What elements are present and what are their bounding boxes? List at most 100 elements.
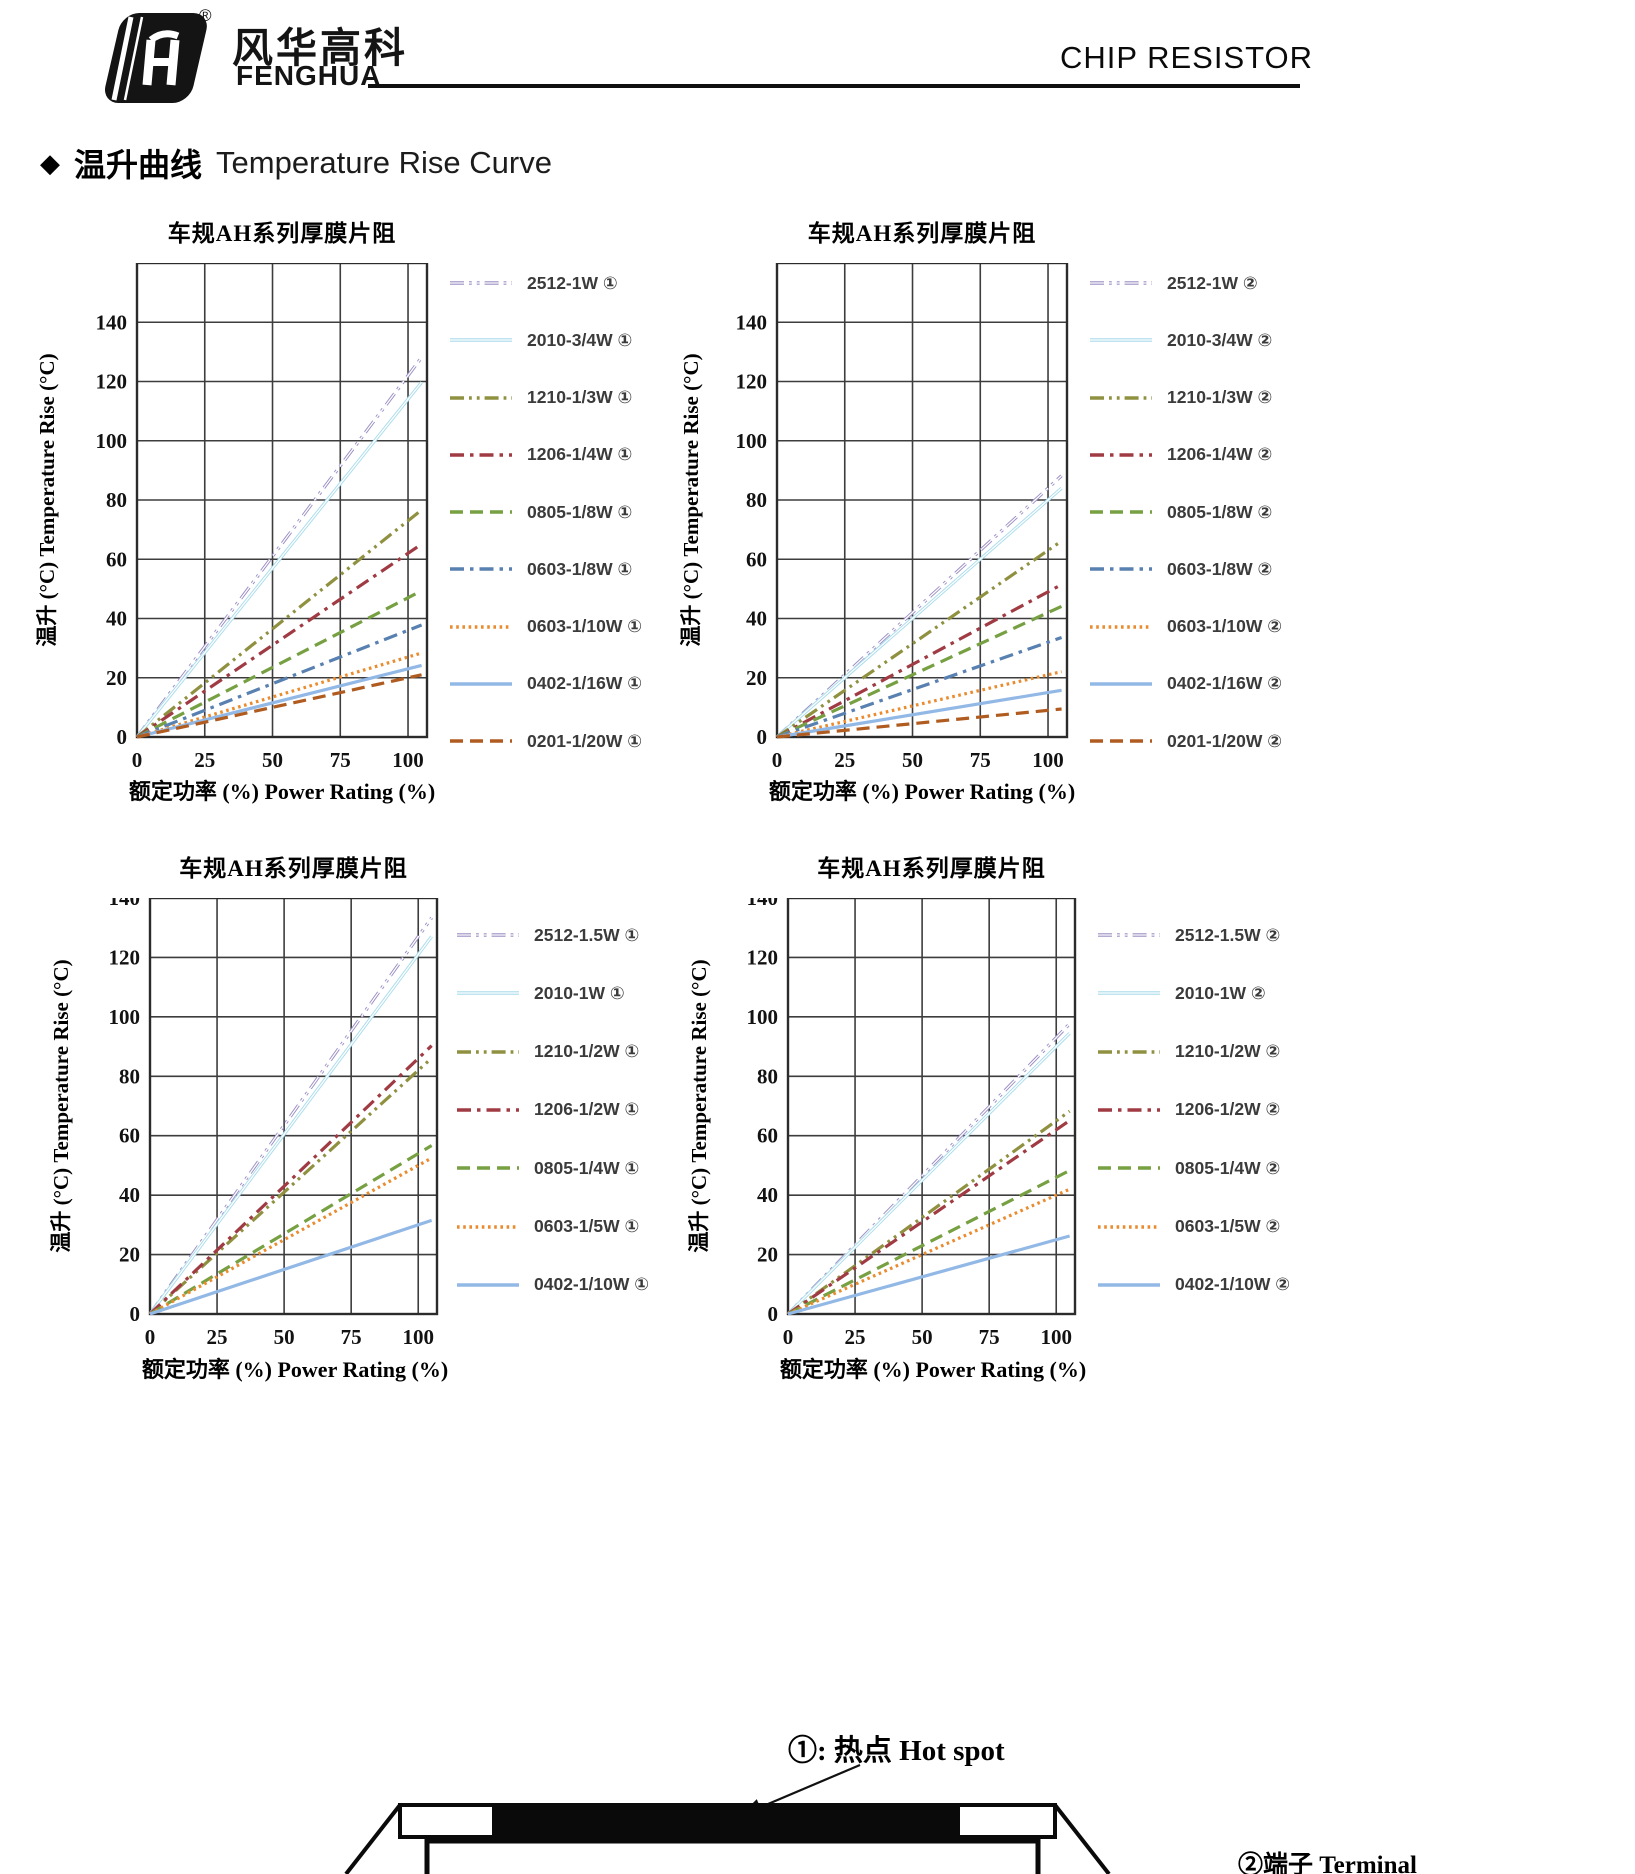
legend-label: 2010-3/4W ② xyxy=(1167,329,1273,350)
legend-sample-line xyxy=(1090,567,1152,571)
legend-sample-line xyxy=(450,567,512,571)
svg-text:100: 100 xyxy=(747,1005,779,1029)
legend-sample-line xyxy=(1090,739,1152,743)
diamond-icon: ◆ xyxy=(40,147,60,178)
svg-text:0: 0 xyxy=(757,725,768,749)
svg-text:25: 25 xyxy=(834,748,855,772)
legend-label: 0201-1/20W ① xyxy=(527,730,643,751)
legend-sample-line xyxy=(1090,338,1152,342)
legend-label: 0603-1/8W ② xyxy=(1167,558,1273,579)
legend-item: 0402-1/16W ② xyxy=(1088,666,1308,702)
x-axis-label: 额定功率 (%) Power Rating (%) xyxy=(141,1357,449,1382)
legend-item: 1210-1/2W ① xyxy=(455,1034,675,1070)
svg-text:40: 40 xyxy=(746,607,767,631)
chart-legend: 2512-1W ① 2010-3/4W ① 1210-1/3W ① 1206-1/4W… xyxy=(448,265,668,759)
svg-text:80: 80 xyxy=(757,1064,778,1088)
legend-label: 1206-1/2W ① xyxy=(534,1099,640,1120)
legend-item: 0201-1/20W ① xyxy=(448,723,668,759)
legend-item: 0201-1/20W ② xyxy=(1088,723,1308,759)
resistor-diagram xyxy=(344,1763,1111,1874)
legend-item: 0603-1/5W ② xyxy=(1096,1209,1316,1245)
legend-item: 0402-1/16W ① xyxy=(448,666,668,702)
svg-text:80: 80 xyxy=(746,488,767,512)
legend-item: 2010-3/4W ① xyxy=(448,322,668,358)
legend-item: 0805-1/8W ② xyxy=(1088,494,1308,530)
legend-sample-line xyxy=(457,1108,519,1112)
legend-label: 0603-1/5W ① xyxy=(534,1216,640,1237)
svg-text:120: 120 xyxy=(96,370,128,394)
x-axis-label: 额定功率 (%) Power Rating (%) xyxy=(768,779,1076,804)
legend-label: 0402-1/10W ② xyxy=(1175,1274,1291,1295)
hotspot-callout: ①: 热点 Hot spot xyxy=(788,1735,1005,1767)
legend-item: 0603-1/8W ① xyxy=(448,551,668,587)
legend-item: 1206-1/2W ① xyxy=(455,1092,675,1128)
legend-item: 2010-1W ① xyxy=(455,975,675,1011)
legend-sample-line xyxy=(457,1049,519,1054)
legend-item: 2512-1W ② xyxy=(1088,265,1308,301)
legend-label: 0603-1/8W ① xyxy=(527,558,633,579)
svg-text:80: 80 xyxy=(106,488,127,512)
legend-item: 1210-1/3W ① xyxy=(448,380,668,416)
svg-text:0: 0 xyxy=(772,748,783,772)
legend-sample-line xyxy=(1098,1283,1160,1287)
legend-label: 0402-1/10W ① xyxy=(534,1274,650,1295)
chart-legend: 2512-1.5W ① 2010-1W ① 1210-1/2W ① 1206-1/2W… xyxy=(455,917,675,1303)
svg-text:120: 120 xyxy=(736,370,768,394)
legend-sample-line xyxy=(1098,1108,1160,1112)
svg-text:0: 0 xyxy=(130,1302,141,1326)
y-axis-label: 温升 (°C) Temperature Rise (°C) xyxy=(687,959,711,1253)
svg-text:20: 20 xyxy=(119,1243,140,1267)
svg-text:75: 75 xyxy=(970,748,991,772)
plot-area: 0 20 40 60 80 100 120 140 0 25 50 75 100 xyxy=(109,898,439,1349)
legend-sample-line xyxy=(1090,453,1152,457)
chart-title: 车规AH系列厚膜片阻 xyxy=(817,856,1046,881)
legend-item: 0805-1/4W ① xyxy=(455,1150,675,1186)
chart-title: 车规AH系列厚膜片阻 xyxy=(179,856,408,881)
svg-text:60: 60 xyxy=(746,547,767,571)
svg-text:100: 100 xyxy=(1032,748,1064,772)
svg-text:50: 50 xyxy=(912,1325,933,1349)
legend-label: 1206-1/2W ② xyxy=(1175,1099,1281,1120)
left-lead-line xyxy=(344,1803,402,1874)
plot-area: 0 20 40 60 80 100 120 140 0 25 50 75 100 xyxy=(736,263,1069,772)
svg-text:140: 140 xyxy=(96,310,128,334)
svg-text:40: 40 xyxy=(106,607,127,631)
legend-sample-line xyxy=(450,395,512,400)
chart-legend: 2512-1.5W ② 2010-1W ② 1210-1/2W ② 1206-1/2W… xyxy=(1096,917,1316,1303)
legend-item: 0402-1/10W ① xyxy=(455,1267,675,1303)
legend-label: 2010-3/4W ① xyxy=(527,329,633,350)
legend-label: 1210-1/2W ② xyxy=(1175,1041,1281,1062)
legend-sample-line xyxy=(1098,933,1160,937)
svg-text:40: 40 xyxy=(119,1183,140,1207)
svg-text:80: 80 xyxy=(119,1064,140,1088)
plot-area: 0 20 40 60 80 100 120 140 0 25 50 75 100 xyxy=(96,263,429,772)
legend-item: 0603-1/10W ② xyxy=(1088,609,1308,645)
plot-area: 0 20 40 60 80 100 120 140 0 25 50 75 100 xyxy=(747,898,1077,1349)
brand-name-cn: 风华高科 xyxy=(232,25,408,71)
legend-sample-line xyxy=(1098,991,1160,996)
doc-title: CHIP RESISTOR xyxy=(1060,40,1314,75)
svg-text:100: 100 xyxy=(109,1005,141,1029)
section-title-cn: 温升曲线 xyxy=(74,147,203,183)
svg-text:75: 75 xyxy=(979,1325,1000,1349)
legend-sample-line xyxy=(1090,281,1152,285)
y-axis-label: 温升 (°C) Temperature Rise (°C) xyxy=(49,959,73,1253)
svg-text:120: 120 xyxy=(747,945,779,969)
legend-item: 1206-1/4W ① xyxy=(448,437,668,473)
legend-label: 2010-1W ② xyxy=(1175,982,1266,1003)
y-axis-label: 温升 (°C) Temperature Rise (°C) xyxy=(35,353,59,647)
svg-text:0: 0 xyxy=(145,1325,156,1349)
legend-sample-line xyxy=(457,1224,519,1229)
legend-item: 1210-1/2W ② xyxy=(1096,1034,1316,1070)
svg-text:25: 25 xyxy=(194,748,215,772)
legend-sample-line xyxy=(1098,1049,1160,1054)
y-axis-label: 温升 (°C) Temperature Rise (°C) xyxy=(679,353,703,647)
svg-text:25: 25 xyxy=(207,1325,228,1349)
svg-text:50: 50 xyxy=(274,1325,295,1349)
legend-label: 0805-1/4W ② xyxy=(1175,1157,1281,1178)
svg-text:140: 140 xyxy=(747,898,779,910)
legend-sample-line xyxy=(450,281,512,285)
legend-sample-line xyxy=(457,933,519,937)
x-axis-label: 额定功率 (%) Power Rating (%) xyxy=(128,779,436,804)
svg-text:75: 75 xyxy=(341,1325,362,1349)
